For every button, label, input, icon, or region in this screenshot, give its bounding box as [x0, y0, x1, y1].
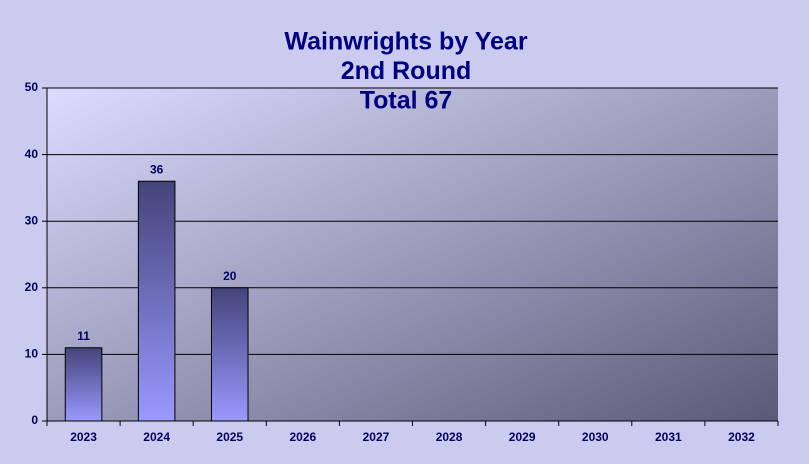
y-tick-label: 40 [25, 147, 39, 161]
data-label: 36 [150, 162, 164, 176]
chart-title: 2nd Round [341, 57, 472, 85]
x-tick-label: 2029 [509, 430, 536, 444]
x-tick-label: 2030 [582, 430, 609, 444]
bar [64, 347, 103, 422]
bar [137, 180, 176, 422]
chart-title: Wainwrights by Year [284, 28, 527, 56]
data-label: 11 [77, 329, 90, 343]
y-tick-label: 30 [25, 213, 39, 227]
y-tick-label: 20 [25, 280, 39, 294]
chart-title: Total 67 [360, 87, 453, 115]
x-tick-label: 2028 [436, 430, 463, 444]
x-tick-label: 2027 [363, 430, 390, 444]
x-tick-label: 2025 [216, 430, 243, 444]
x-tick-label: 2032 [728, 430, 755, 444]
x-tick-label: 2024 [143, 430, 170, 444]
y-tick-label: 50 [25, 80, 39, 94]
bar [210, 287, 249, 422]
y-tick-label: 10 [25, 347, 39, 361]
x-tick-label: 2026 [289, 430, 316, 444]
x-tick-label: 2023 [70, 430, 97, 444]
data-label: 20 [223, 269, 237, 283]
y-tick-label: 0 [31, 413, 38, 427]
x-tick-label: 2031 [655, 430, 682, 444]
